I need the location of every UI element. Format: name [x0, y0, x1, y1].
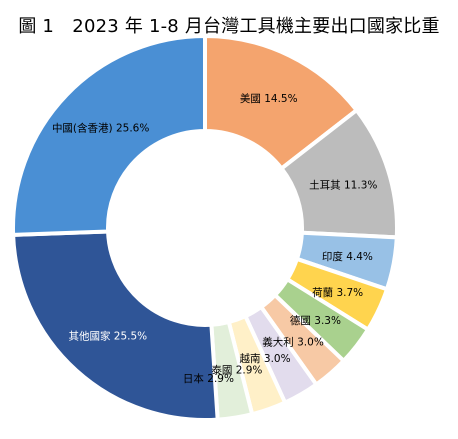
slice-label-4: 荷蘭 3.7% [312, 286, 363, 299]
slice-label-6: 義大利 3.0% [262, 336, 324, 349]
slice-label-11: 中國(含香港) 25.6% [52, 121, 149, 134]
slice-11 [11, 34, 207, 237]
slice-1 [203, 34, 359, 171]
slice-label-5: 德國 3.3% [290, 314, 341, 327]
slice-label-10: 其他國家 25.5% [68, 330, 147, 343]
slice-label-2: 土耳其 11.3% [309, 178, 377, 191]
slice-label-8: 泰國 2.9% [211, 363, 262, 376]
slice-label-9: 日本 2.9% [183, 372, 234, 385]
slice-label-1: 美國 14.5% [240, 92, 298, 105]
slice-label-7: 越南 3.0% [240, 352, 291, 365]
slice-10 [11, 229, 220, 422]
chart-title: 圖 1 2023 年 1-8 月台灣工具機主要出口國家比重 [18, 16, 440, 37]
slice-label-3: 印度 4.4% [322, 250, 373, 263]
